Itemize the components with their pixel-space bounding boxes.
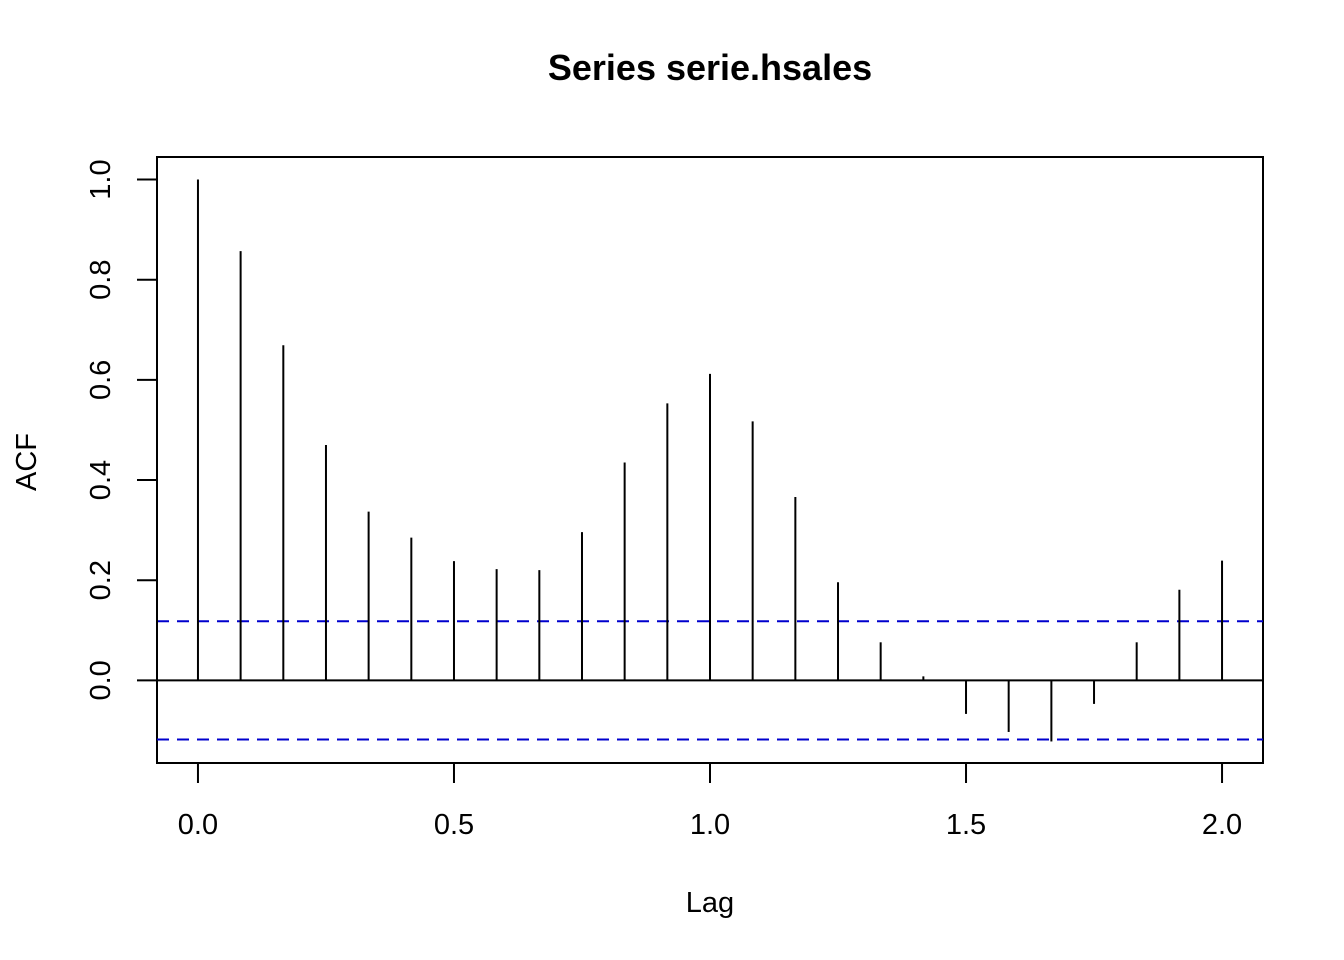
x-tick-label: 0.5 — [434, 809, 474, 841]
y-tick-label: 0.2 — [85, 560, 117, 600]
plot-marks: 0.0 0.5 1.0 1.5 2.0 0.0 0.2 0.4 0.6 0.8 1.0 — [85, 159, 1263, 841]
y-tick-label: 1.0 — [85, 159, 117, 199]
x-tick-label: 2.0 — [1202, 809, 1242, 841]
x-axis-label: Lag — [686, 887, 734, 919]
x-tick-label: 1.5 — [946, 809, 986, 841]
chart-title: Series serie.hsales — [548, 47, 872, 88]
x-tick-label: 1.0 — [690, 809, 730, 841]
y-tick-label: 0.4 — [85, 460, 117, 500]
y-axis-label: ACF — [11, 433, 43, 491]
y-tick-label: 0.0 — [85, 660, 117, 700]
x-tick-label: 0.0 — [178, 809, 218, 841]
y-tick-label: 0.6 — [85, 360, 117, 400]
y-tick-label: 0.8 — [85, 260, 117, 300]
